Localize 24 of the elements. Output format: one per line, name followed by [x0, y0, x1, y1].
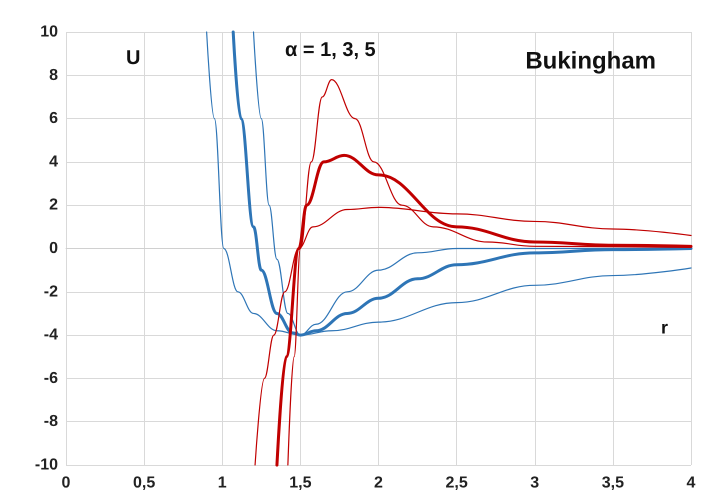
text: Bukingham: [525, 48, 656, 74]
y-tick-label: 0: [49, 240, 58, 257]
x-tick-label: 2,5: [446, 474, 468, 491]
y-tick-label: 10: [40, 24, 58, 40]
y-tick-label: 2: [49, 196, 58, 214]
y-tick-label: -4: [44, 326, 58, 344]
y-tick-label: -6: [44, 370, 58, 387]
annotation: α = 1, 3, 5: [285, 39, 376, 61]
x-axis-title: r: [661, 318, 668, 338]
x-tick-label: 0,5: [133, 474, 156, 491]
x-tick-label: 1: [218, 474, 227, 491]
x-tick-label: 1,5: [289, 474, 312, 491]
x-tick-label: 0: [62, 474, 71, 491]
x-tick-label: 4: [686, 474, 696, 491]
x-tick-label: 3,5: [602, 474, 624, 491]
y-tick-label: -8: [44, 413, 58, 430]
x-tick-label: 2: [374, 474, 384, 491]
y-tick-label: 4: [49, 153, 58, 170]
y-tick-label: 6: [49, 110, 58, 128]
y-axis-title: U: [126, 47, 140, 69]
y-tick-label: 8: [49, 66, 58, 84]
y-tick-label: -2: [44, 283, 58, 300]
x-tick-label: 3: [530, 474, 540, 491]
y-tick-label: -10: [34, 456, 58, 474]
